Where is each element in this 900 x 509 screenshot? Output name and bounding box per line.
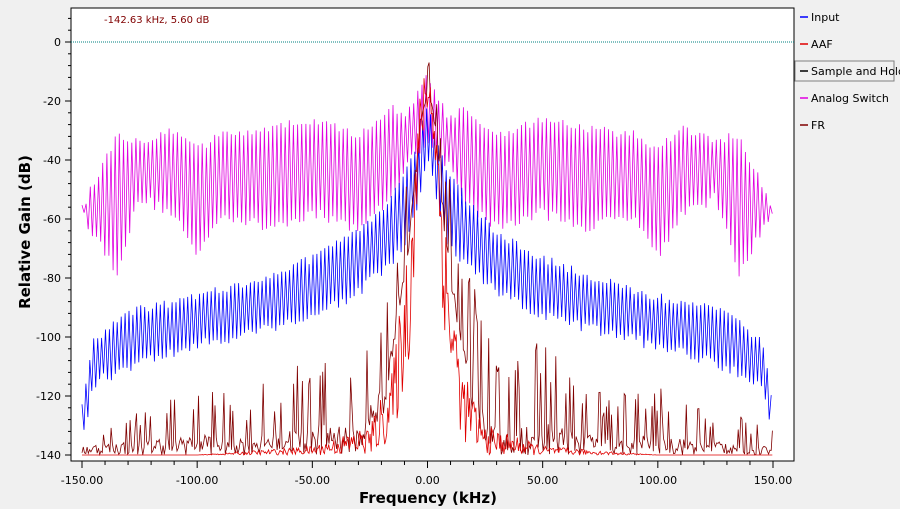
legend-label-fr[interactable]: FR [811, 119, 825, 132]
y-tick-label: -40 [43, 154, 61, 167]
readout-text: -142.63 kHz, 5.60 dB [104, 15, 209, 26]
x-tick-label: 0.00 [415, 474, 440, 487]
y-tick-label: -60 [43, 213, 61, 226]
x-tick-label: 100.00 [639, 474, 678, 487]
legend-label-input[interactable]: Input [811, 11, 840, 24]
legend-label-analog-switch[interactable]: Analog Switch [811, 92, 889, 105]
x-tick-label: -100.00 [176, 474, 218, 487]
series-line-input [81, 108, 772, 430]
x-tick-label: -150.00 [61, 474, 103, 487]
legend: Input AAF Sample and Hold Analog Switch FR [794, 11, 900, 132]
plot-area [70, 7, 795, 462]
series-line-fr [81, 62, 773, 457]
series-line-analog-switch [81, 75, 773, 277]
x-tick-label: 150.00 [754, 474, 793, 487]
legend-label-sample-and-hold[interactable]: Sample and Hold [811, 65, 900, 78]
y-axis-title: Relative Gain (dB) [16, 155, 34, 309]
x-tick-label: 50.00 [527, 474, 559, 487]
series-layer [81, 62, 773, 457]
y-tick-label: -20 [43, 95, 61, 108]
y-tick-label: -100 [36, 331, 61, 344]
x-tick-label: -50.00 [295, 474, 330, 487]
series-line-aaf [82, 78, 773, 457]
axes-layer: -140 -120 -100 -80 -60 -40 -20 0 -150.00 -100.00 -… [36, 17, 793, 487]
y-tick-label: -120 [36, 390, 61, 403]
x-axis-title: Frequency (kHz) [359, 489, 497, 507]
y-tick-label: -140 [36, 449, 61, 462]
legend-label-aaf[interactable]: AAF [811, 38, 833, 51]
y-tick-label: -80 [43, 272, 61, 285]
legend-highlight-box [794, 60, 895, 82]
y-tick-label: 0 [54, 36, 61, 49]
